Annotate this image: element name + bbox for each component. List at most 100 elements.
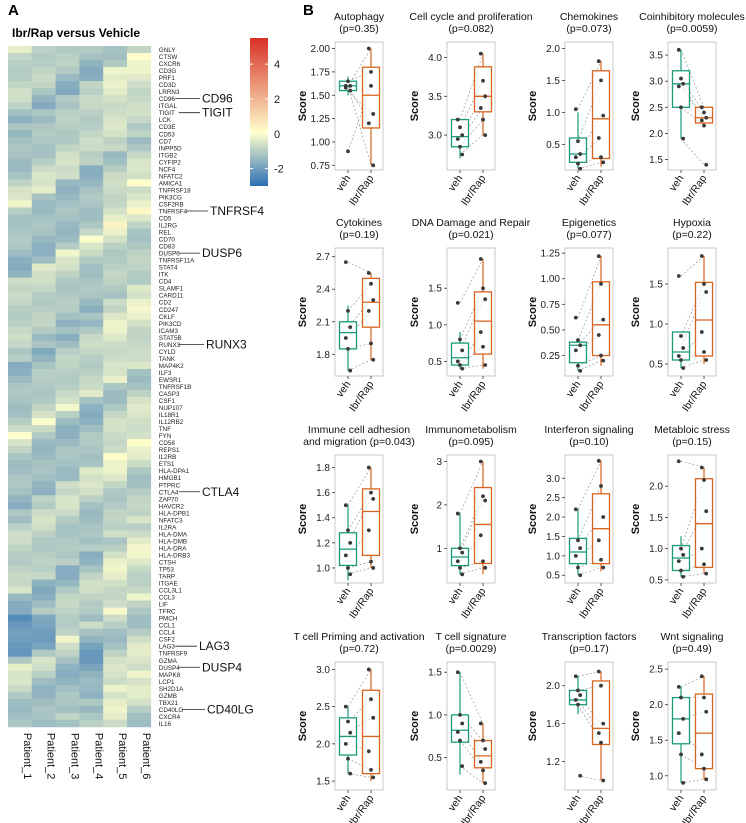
heatmap-cell bbox=[8, 102, 33, 110]
veh-point bbox=[578, 343, 583, 348]
callout-label: TNFRSF4 bbox=[210, 204, 264, 218]
veh-point bbox=[576, 702, 580, 707]
veh-point bbox=[346, 346, 350, 351]
plot-title: (p=0.22) bbox=[672, 229, 711, 241]
heatmap-cell bbox=[127, 277, 152, 285]
heatmap-cell bbox=[103, 488, 128, 496]
veh-point bbox=[676, 274, 681, 278]
heatmap-cell bbox=[103, 46, 128, 54]
heatmap-cell bbox=[79, 151, 104, 159]
ibr-point bbox=[478, 459, 483, 464]
heatmap-cell bbox=[103, 361, 128, 370]
gene-label: CD2 bbox=[159, 300, 172, 307]
heatmap-cell bbox=[8, 347, 33, 356]
veh-point bbox=[460, 721, 465, 726]
veh-point bbox=[346, 79, 350, 84]
heatmap-cell bbox=[103, 572, 128, 580]
heatmap-cell bbox=[8, 95, 33, 103]
boxplot-panel: Immunometabolism(p=0.095) Score 1 2 3 vehIbr/… bbox=[409, 424, 517, 621]
heatmap-cell bbox=[8, 382, 33, 391]
pair-line bbox=[459, 107, 484, 140]
heatmap-cell bbox=[8, 488, 33, 496]
x-tick-label: Ibr/Rap bbox=[680, 173, 710, 208]
gene-label: CYFIP2 bbox=[159, 159, 182, 166]
gene-label: HLA-DRB3 bbox=[159, 552, 191, 559]
heatmap-cell bbox=[8, 712, 33, 721]
plot-title: (p=0.077) bbox=[566, 229, 611, 241]
heatmap-cell bbox=[127, 684, 152, 693]
heatmap-cell bbox=[103, 698, 128, 707]
heatmap-cell bbox=[79, 418, 104, 426]
heatmap-cell bbox=[31, 593, 56, 601]
y-tick-label: 1.0 bbox=[316, 563, 330, 574]
veh-point bbox=[346, 566, 350, 570]
veh-point bbox=[576, 139, 580, 144]
heatmap-cell bbox=[79, 628, 104, 636]
pair-line bbox=[680, 86, 705, 121]
boxplot-panel: DNA Damage and Repair(p=0.021) Score 0.5 1.… bbox=[409, 217, 531, 414]
heatmap-cell bbox=[79, 474, 104, 482]
heatmap-cell bbox=[79, 495, 104, 503]
y-tick-label: 3.0 bbox=[546, 474, 560, 485]
heatmap-cell bbox=[31, 193, 56, 201]
heatmap-cell bbox=[55, 298, 80, 307]
heatmap-cell bbox=[55, 446, 80, 454]
heatmap-cell bbox=[79, 642, 104, 651]
heatmap-cell bbox=[103, 88, 128, 96]
heatmap-cell bbox=[55, 551, 80, 559]
heatmap-cell bbox=[31, 600, 56, 608]
veh-point bbox=[578, 152, 583, 156]
heatmap-cell bbox=[31, 291, 56, 300]
heatmap-cell bbox=[103, 705, 128, 714]
heatmap-cell bbox=[31, 551, 56, 559]
heatmap-cell bbox=[127, 719, 152, 728]
heatmap-cell bbox=[103, 242, 128, 250]
veh-point bbox=[460, 348, 465, 353]
heatmap-cell bbox=[79, 305, 104, 314]
heatmap-cell bbox=[31, 628, 56, 636]
gene-label: HLA-DMB bbox=[159, 538, 187, 545]
gene-label: CTSH bbox=[159, 559, 177, 566]
heatmap-cell bbox=[103, 684, 128, 693]
heatmap-cell bbox=[127, 298, 152, 307]
veh-point bbox=[676, 684, 681, 689]
gene-label: LCK bbox=[159, 117, 172, 124]
colorbar-tick-label: 4 bbox=[274, 59, 280, 71]
x-tick-label: veh bbox=[667, 379, 687, 400]
heatmap-cell bbox=[8, 137, 33, 145]
gene-label: AMICA1 bbox=[159, 180, 183, 187]
heatmap-cell bbox=[79, 537, 104, 545]
heatmap-cell bbox=[31, 60, 56, 68]
heatmap-cell bbox=[8, 677, 33, 686]
plot-frame bbox=[446, 247, 496, 377]
veh-box bbox=[568, 341, 588, 364]
heatmap-cell bbox=[31, 361, 56, 370]
heatmap-cell bbox=[31, 642, 56, 651]
veh-point bbox=[676, 559, 681, 564]
heatmap-cell bbox=[55, 214, 80, 222]
heatmap-cell bbox=[103, 691, 128, 700]
pair-line bbox=[459, 765, 484, 784]
heatmap-cell bbox=[8, 586, 33, 594]
x-tick-label: Ibr/Rap bbox=[577, 793, 607, 823]
heatmap-cell bbox=[79, 207, 104, 215]
heatmap-cell bbox=[79, 46, 104, 54]
heatmap-cell bbox=[103, 593, 128, 601]
gene-label: PIK3CG bbox=[159, 194, 182, 201]
gene-label: MAP4K2 bbox=[159, 363, 184, 370]
heatmap-cell bbox=[8, 425, 33, 433]
heatmap-cell bbox=[31, 586, 56, 594]
colorbar-tick-label: 2 bbox=[274, 94, 280, 106]
heatmap-cell bbox=[55, 467, 80, 475]
veh-point bbox=[679, 568, 683, 573]
heatmap-cell bbox=[127, 137, 152, 145]
gene-label: STAT4 bbox=[159, 265, 178, 272]
ibr-box bbox=[473, 291, 493, 355]
plot-title: (p=0.095) bbox=[448, 436, 493, 448]
heatmap-cell bbox=[127, 53, 152, 61]
gene-label: LAG3 bbox=[159, 644, 176, 651]
gene-label: DUSP6 bbox=[159, 251, 180, 258]
gene-label: CSF2RB bbox=[159, 201, 184, 208]
heatmap-cell bbox=[79, 600, 104, 608]
